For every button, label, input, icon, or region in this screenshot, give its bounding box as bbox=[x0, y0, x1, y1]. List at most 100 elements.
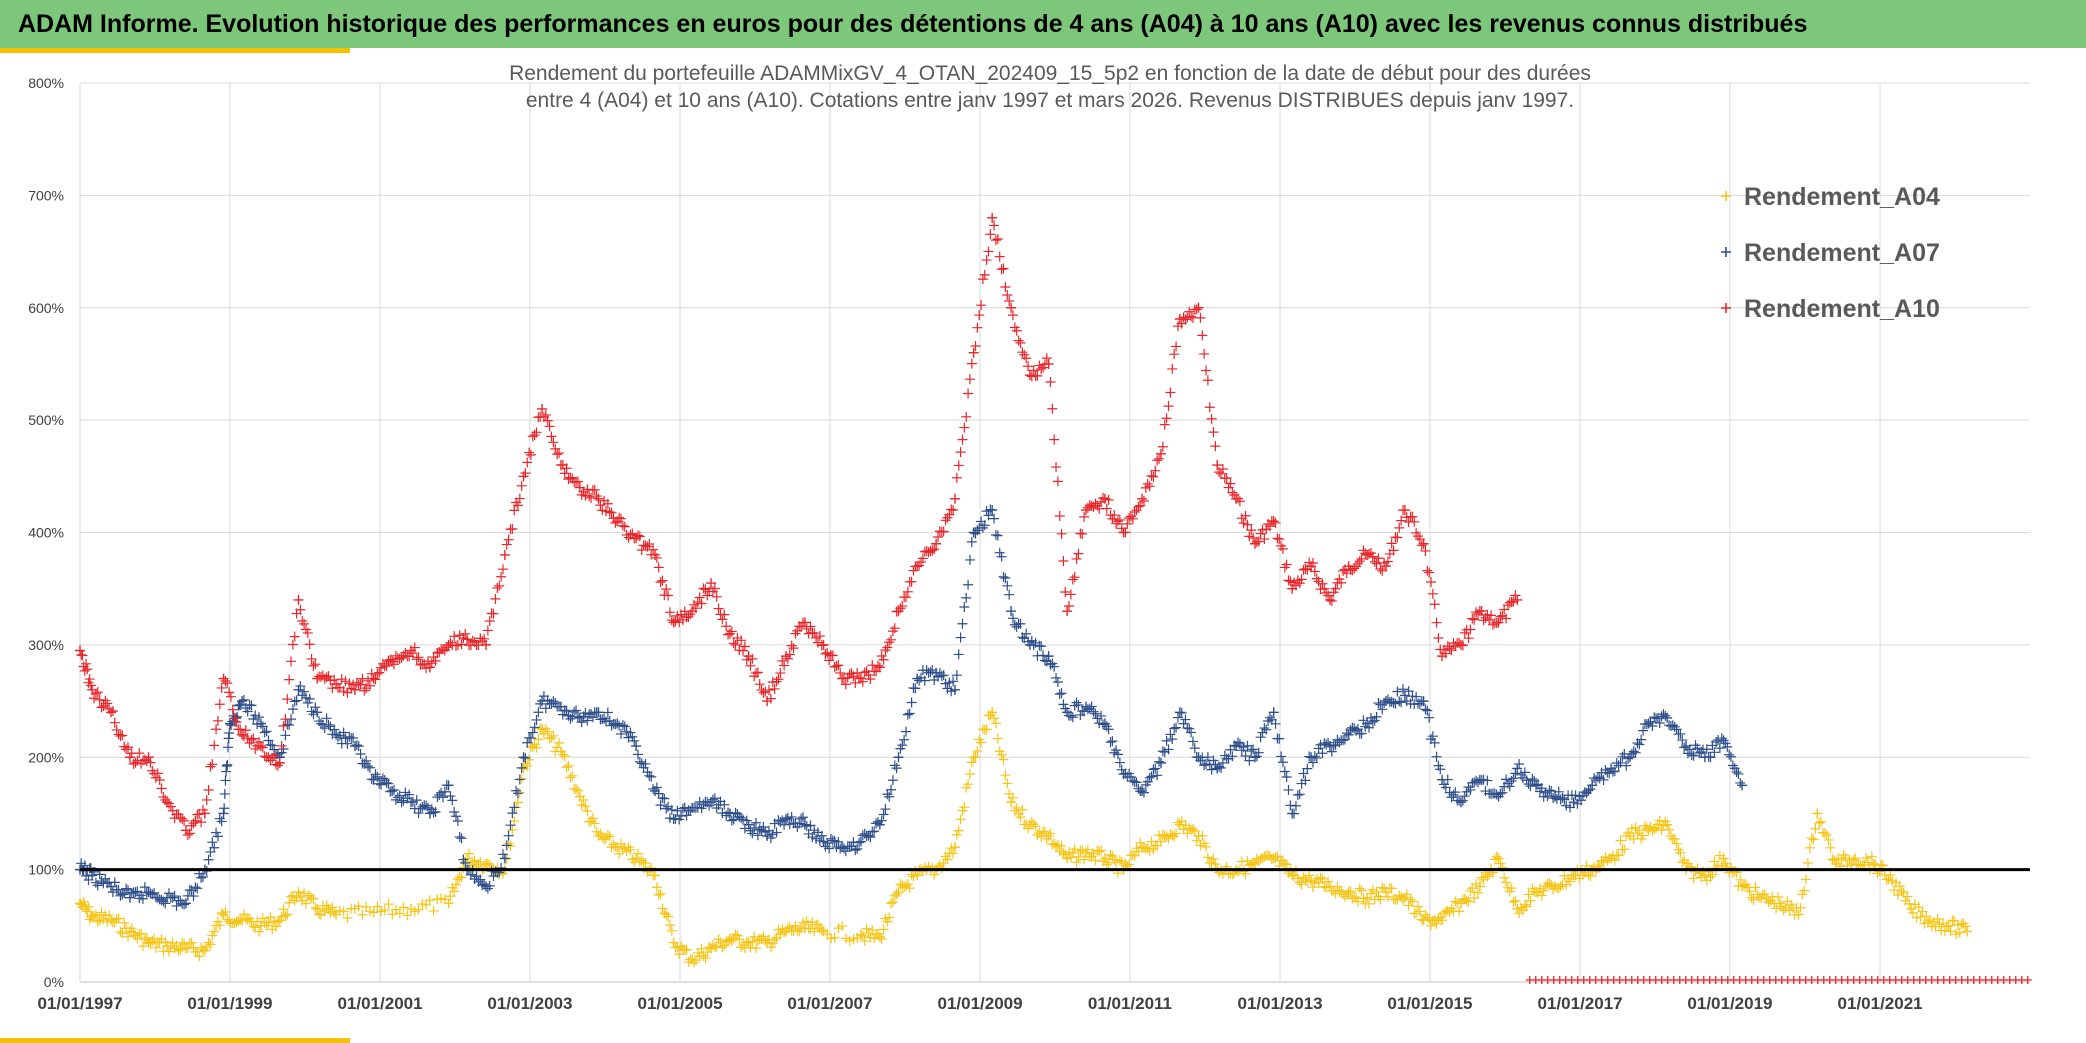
data-point bbox=[912, 870, 923, 881]
chart-title: Rendement du portefeuille ADAMMixGV_4_OT… bbox=[340, 60, 1760, 114]
data-point-fill bbox=[1217, 464, 1228, 475]
data-point-fill bbox=[955, 447, 966, 458]
data-point bbox=[1043, 651, 1054, 662]
data-point-fill bbox=[329, 906, 340, 917]
data-point-fill bbox=[1090, 708, 1101, 719]
data-point-fill bbox=[201, 794, 212, 805]
data-point-fill bbox=[640, 758, 651, 769]
data-point bbox=[1006, 797, 1017, 808]
data-point-fill bbox=[396, 652, 407, 663]
data-point-fill bbox=[1431, 617, 1442, 628]
data-point-fill bbox=[456, 639, 467, 650]
data-point-fill bbox=[1281, 559, 1292, 570]
y-tick-label: 300% bbox=[28, 637, 64, 653]
data-point-fill bbox=[1508, 773, 1519, 784]
data-point-fill bbox=[238, 909, 249, 920]
data-point-fill bbox=[190, 815, 201, 826]
x-tick-label: 01/01/2009 bbox=[938, 994, 1023, 1013]
data-point-fill bbox=[1553, 786, 1564, 797]
data-point-fill bbox=[357, 673, 368, 684]
data-point bbox=[1943, 920, 1954, 931]
data-point-fill bbox=[123, 742, 134, 753]
data-point-fill bbox=[1486, 610, 1497, 621]
data-point-fill bbox=[207, 837, 218, 848]
data-point-fill bbox=[184, 828, 195, 839]
data-point-fill bbox=[1426, 920, 1436, 931]
data-point-fill bbox=[1677, 857, 1688, 868]
data-point-fill bbox=[751, 668, 762, 679]
data-point-fill bbox=[220, 675, 231, 686]
data-point-fill bbox=[1420, 545, 1431, 556]
data-point-fill bbox=[1615, 757, 1626, 768]
data-point-fill bbox=[77, 650, 88, 661]
data-point-fill bbox=[501, 539, 512, 550]
data-point-fill bbox=[342, 738, 353, 749]
data-point-fill bbox=[353, 741, 364, 752]
data-point-fill bbox=[219, 803, 230, 814]
data-point bbox=[874, 932, 885, 943]
data-point-fill bbox=[1124, 859, 1135, 870]
data-point-fill bbox=[696, 598, 707, 609]
data-point-fill bbox=[917, 553, 928, 564]
data-point-fill bbox=[1431, 751, 1442, 762]
data-point-fill bbox=[1289, 808, 1300, 819]
data-point-fill bbox=[1065, 852, 1076, 863]
data-point-fill bbox=[878, 809, 889, 820]
data-point-fill bbox=[1077, 528, 1088, 539]
data-point-fill bbox=[891, 889, 902, 900]
data-point-fill bbox=[1069, 844, 1080, 855]
data-point-fill bbox=[1814, 818, 1825, 829]
data-point-fill bbox=[1240, 510, 1251, 521]
data-point-fill bbox=[1259, 723, 1270, 734]
data-point-fill bbox=[661, 584, 672, 595]
x-tick-label: 01/01/2019 bbox=[1687, 994, 1772, 1013]
data-point-fill bbox=[1894, 881, 1905, 892]
data-point-fill bbox=[754, 679, 765, 690]
data-point-fill bbox=[663, 590, 674, 601]
data-point-fill bbox=[342, 912, 353, 923]
data-point-fill bbox=[531, 714, 542, 725]
data-point-fill bbox=[850, 845, 861, 856]
data-point-fill bbox=[1621, 760, 1632, 771]
data-point-fill bbox=[632, 530, 643, 541]
data-point-fill bbox=[738, 645, 749, 656]
data-point-fill bbox=[1420, 704, 1431, 715]
data-point bbox=[855, 929, 866, 940]
data-point-fill bbox=[1422, 565, 1433, 576]
data-point bbox=[518, 752, 529, 763]
data-point-fill bbox=[533, 734, 544, 745]
data-point-fill bbox=[996, 264, 1007, 275]
data-point-fill bbox=[1338, 735, 1349, 746]
data-point-fill bbox=[977, 522, 988, 533]
data-point-fill bbox=[1109, 510, 1120, 521]
data-point-fill bbox=[259, 727, 270, 738]
data-point-fill bbox=[171, 900, 182, 911]
data-point-fill bbox=[1259, 534, 1270, 545]
data-point-fill bbox=[119, 917, 130, 928]
data-point-fill bbox=[897, 740, 908, 751]
data-point-fill bbox=[1000, 573, 1011, 584]
data-point-fill bbox=[1495, 611, 1506, 622]
data-point bbox=[1006, 606, 1017, 617]
data-point-fill bbox=[490, 593, 501, 604]
data-point-fill bbox=[372, 668, 383, 679]
data-point-fill bbox=[85, 680, 96, 691]
data-point-fill bbox=[1058, 555, 1069, 566]
data-point-fill bbox=[1021, 353, 1032, 364]
data-point-fill bbox=[1038, 826, 1049, 837]
data-point-fill bbox=[833, 660, 844, 671]
data-point-fill bbox=[177, 813, 188, 824]
data-point-fill bbox=[445, 637, 456, 648]
data-point-fill bbox=[1171, 341, 1182, 352]
data-point-fill bbox=[1371, 711, 1382, 722]
data-point-fill bbox=[876, 815, 887, 826]
data-point-fill bbox=[886, 634, 897, 645]
data-point-fill bbox=[1388, 697, 1399, 708]
x-tick-label: 01/01/2013 bbox=[1238, 994, 1323, 1013]
data-point-fill bbox=[439, 786, 450, 797]
data-point-fill bbox=[1609, 766, 1620, 777]
data-point-fill bbox=[1107, 736, 1118, 747]
data-point-fill bbox=[719, 799, 730, 810]
data-point-fill bbox=[460, 628, 471, 639]
data-point-fill bbox=[196, 817, 207, 828]
